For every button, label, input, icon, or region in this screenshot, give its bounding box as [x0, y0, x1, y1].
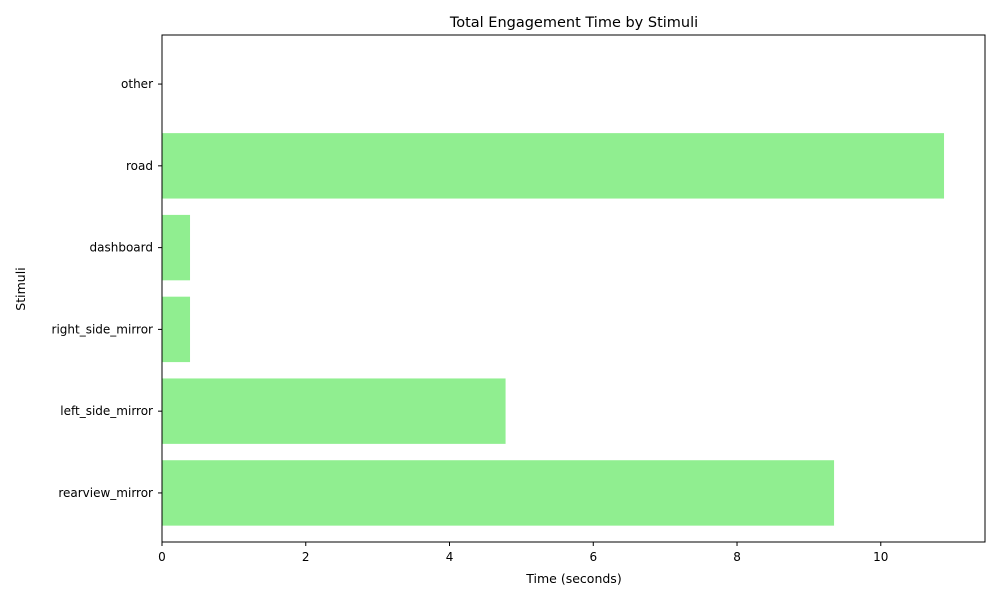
x-axis-ticks: 0 2 4 6 8 10 [158, 542, 888, 564]
chart-title: Total Engagement Time by Stimuli [449, 15, 698, 31]
x-axis-label: Time (seconds) [525, 571, 621, 586]
y-tick-label: other [121, 77, 153, 91]
bar-dashboard [162, 214, 191, 281]
y-tick-label: left_side_mirror [60, 404, 153, 418]
plot-frame [161, 34, 986, 543]
y-tick-label: right_side_mirror [52, 322, 154, 336]
y-tick-label: dashboard [90, 241, 153, 255]
bars-group [162, 133, 945, 526]
y-axis-label: Stimuli [13, 267, 28, 310]
x-tick-label: 8 [733, 550, 741, 564]
x-tick-label: 4 [446, 550, 454, 564]
x-tick-label: 2 [302, 550, 310, 564]
x-tick-label: 6 [589, 550, 597, 564]
bar-road [162, 133, 945, 199]
bar-right-side-mirror [162, 296, 191, 363]
y-tick-label: road [126, 159, 153, 173]
y-tick-label: rearview_mirror [58, 486, 153, 500]
bar-rearview-mirror [162, 460, 835, 526]
y-axis-ticks: rearview_mirror left_side_mirror right_sid… [52, 77, 162, 500]
x-tick-label: 10 [873, 550, 888, 564]
x-tick-label: 0 [158, 550, 166, 564]
bar-left-side-mirror [162, 378, 506, 444]
